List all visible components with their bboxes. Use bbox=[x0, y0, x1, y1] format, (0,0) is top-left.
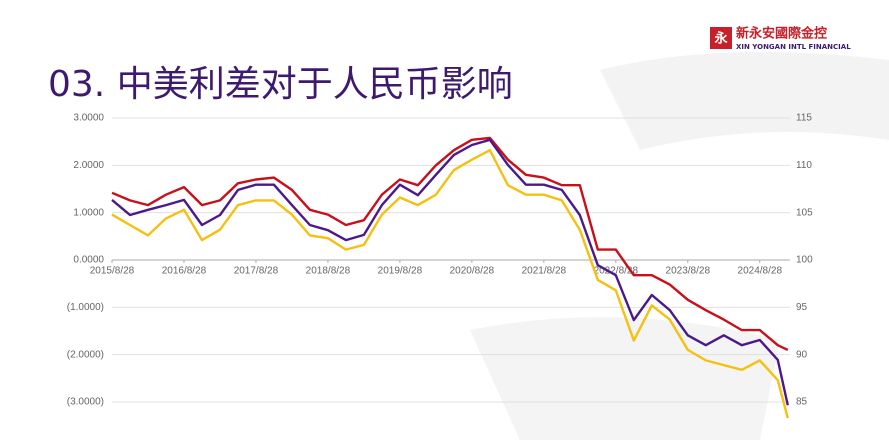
y-tick-label: (2.0000) bbox=[67, 349, 104, 360]
x-tick-label: 2017/8/28 bbox=[234, 266, 279, 277]
y-tick-label: 0.0000 bbox=[73, 255, 104, 266]
x-tick-label: 2022/8/28 bbox=[594, 266, 639, 277]
slide-title: 03. 中美利差对于人民币影响 bbox=[48, 64, 513, 105]
plot: 3.0000 2.0000 1.0000 0.0000 (1.0000) (2.0000)… bbox=[67, 113, 813, 419]
y2-tick-label: 90 bbox=[796, 349, 808, 360]
series-line bbox=[111, 149, 789, 419]
x-tick-label: 2015/8/28 bbox=[90, 266, 135, 277]
logo-name: 新永安國際金控 bbox=[736, 26, 827, 42]
watermark bbox=[470, 317, 780, 440]
x-tick-label: 2021/8/28 bbox=[522, 266, 567, 277]
series-line bbox=[111, 138, 789, 406]
series-line bbox=[111, 136, 789, 351]
x-tick-label: 2019/8/28 bbox=[378, 266, 423, 277]
logo-icon bbox=[710, 27, 732, 49]
y2-tick-label: 105 bbox=[796, 207, 813, 218]
y-tick-label: (3.0000) bbox=[67, 397, 104, 408]
y-tick-label: 1.0000 bbox=[73, 207, 104, 218]
logo-subtitle: XIN YONGAN INTL FINANCIAL bbox=[736, 43, 851, 51]
y-tick-label: 2.0000 bbox=[73, 160, 104, 171]
y-tick-label: 3.0000 bbox=[73, 113, 104, 124]
y2-tick-label: 85 bbox=[796, 397, 808, 408]
x-tick-label: 2020/8/28 bbox=[450, 266, 495, 277]
y2-tick-label: 95 bbox=[796, 302, 808, 313]
y2-tick-label: 115 bbox=[796, 113, 812, 124]
x-tick-label: 2018/8/28 bbox=[306, 266, 351, 277]
x-tick-label: 2023/8/28 bbox=[666, 266, 711, 277]
watermark bbox=[600, 52, 889, 150]
logo-icon-text: 永 bbox=[713, 31, 728, 47]
x-tick-label: 2016/8/28 bbox=[162, 266, 207, 277]
y-tick-label: (1.0000) bbox=[67, 302, 104, 313]
y2-tick-label: 100 bbox=[796, 255, 813, 266]
x-tick-label: 2024/8/28 bbox=[738, 266, 783, 277]
y2-tick-label: 110 bbox=[796, 160, 812, 171]
